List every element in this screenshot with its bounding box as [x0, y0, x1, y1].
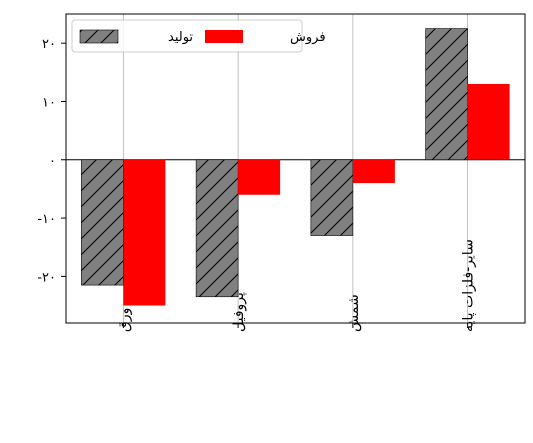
y-tick-label-2: ۰	[49, 154, 56, 169]
bar-production-2	[310, 159, 354, 236]
x-tick-label-2: شمش	[346, 294, 362, 332]
y-tick-label-0: -۲۰	[37, 270, 56, 285]
bar-production-3	[425, 28, 468, 161]
legend-swatch-sales	[205, 30, 243, 43]
x-tick-label-0: ورق	[116, 308, 132, 332]
axes	[65, 13, 526, 324]
bar-sales-3	[467, 83, 510, 160]
bar-production-1	[195, 159, 239, 298]
bar-sales-1	[238, 159, 281, 195]
y-tick-label-1: -۱۰	[37, 212, 56, 227]
legend-swatch-production	[79, 29, 119, 44]
plot-frame	[65, 13, 526, 324]
legend: تولید فروش	[71, 19, 326, 53]
x-tick-label-1: پروفیل	[231, 292, 247, 332]
y-tick-label-3: ۱۰	[42, 95, 56, 110]
legend-box	[71, 19, 303, 53]
legend-label-production: تولید	[168, 30, 193, 45]
x-tick-label-3: سایر-فلزات پایه	[461, 239, 477, 332]
bars	[81, 28, 510, 306]
y-tick-label-4: ۲۰	[42, 37, 56, 52]
bar-production-0	[81, 159, 124, 286]
bar-sales-0	[123, 159, 166, 306]
legend-label-sales: فروش	[290, 30, 326, 45]
bar-sales-2	[352, 159, 395, 184]
ticks: -۲۰ -۱۰ ۰ ۱۰ ۲۰ ورق پروفیل شمش سایر-فلزات پایه	[37, 37, 476, 332]
